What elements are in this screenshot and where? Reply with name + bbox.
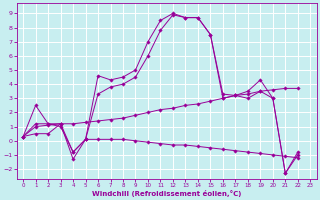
X-axis label: Windchill (Refroidissement éolien,°C): Windchill (Refroidissement éolien,°C) [92, 190, 241, 197]
